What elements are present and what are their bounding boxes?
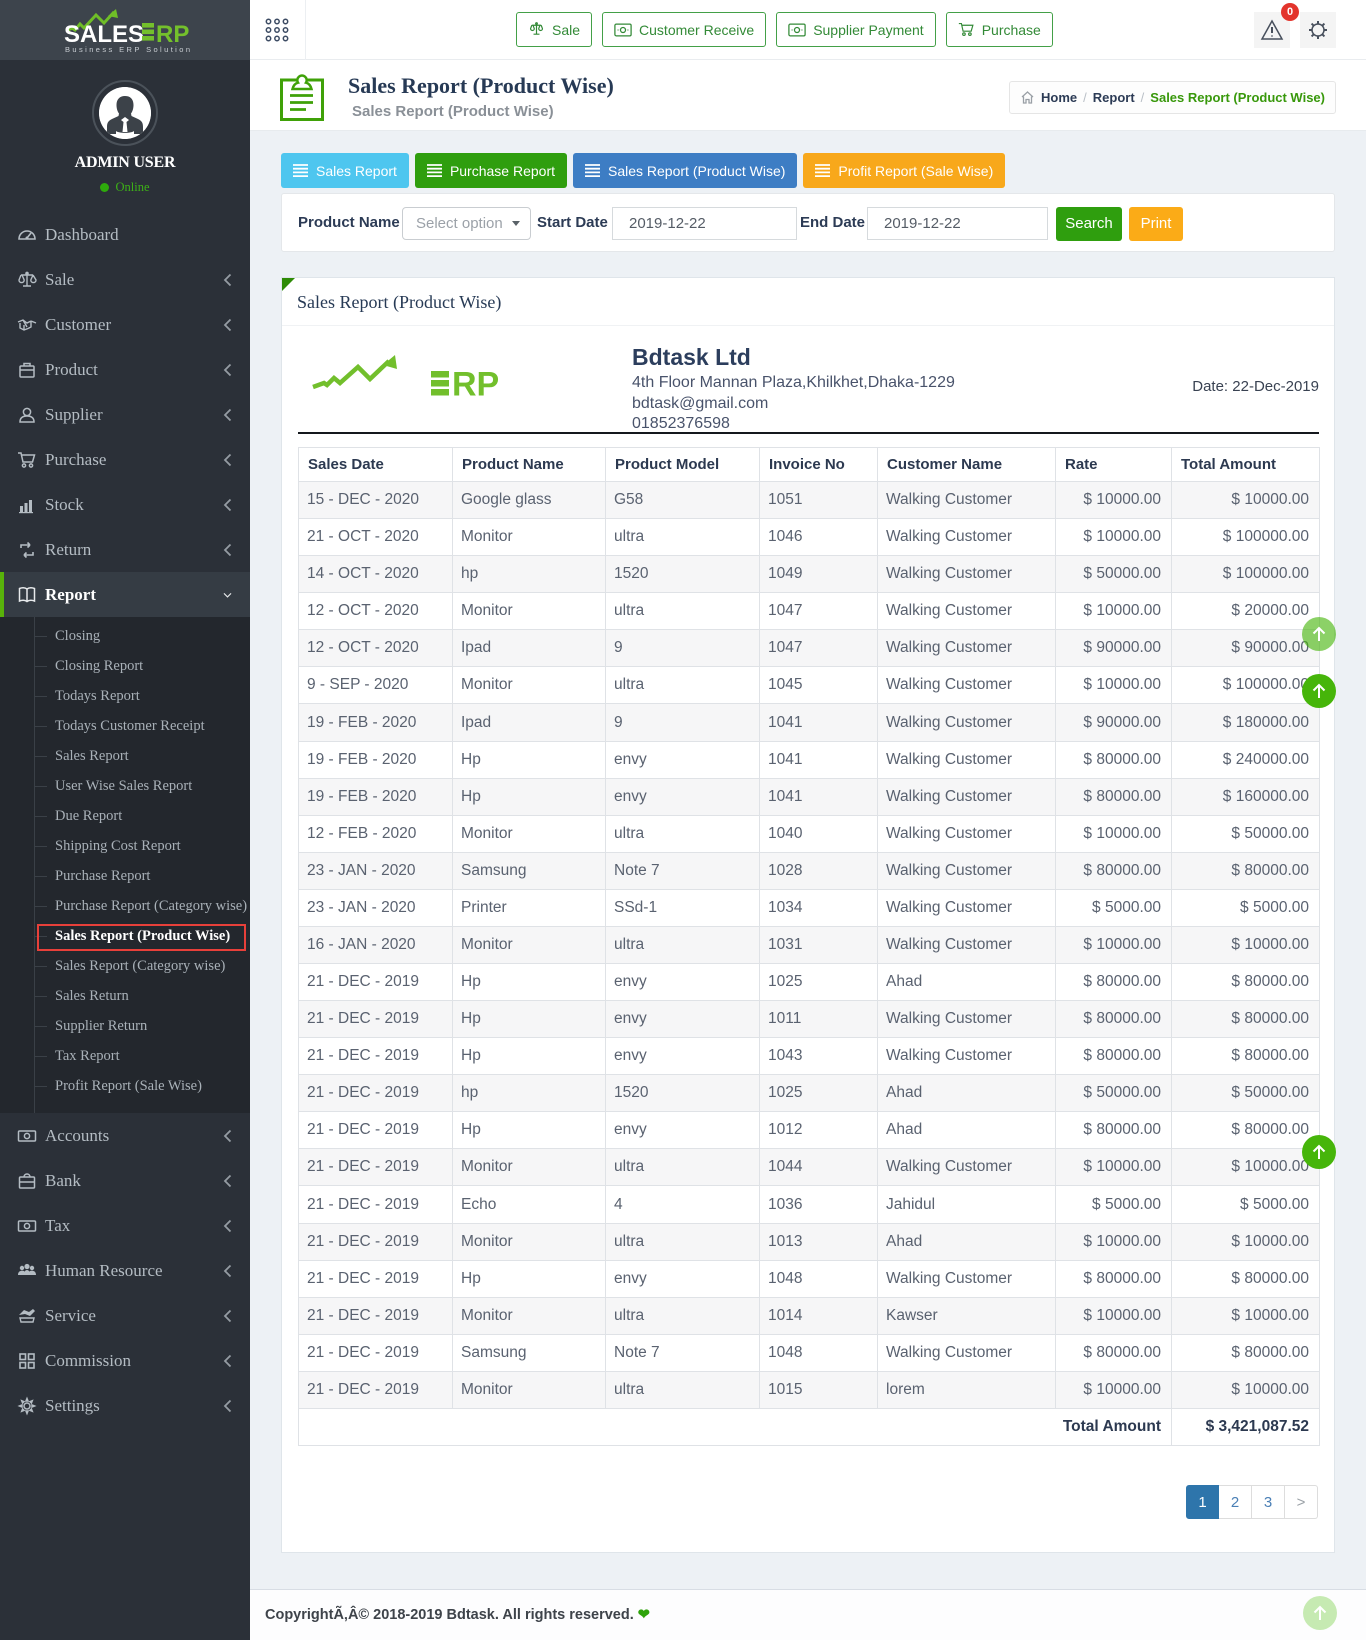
svg-text:SALES: SALES bbox=[64, 21, 144, 48]
svg-text:Business ERP Solution: Business ERP Solution bbox=[65, 45, 190, 54]
svg-text:RP: RP bbox=[156, 21, 189, 48]
svg-text:RP: RP bbox=[452, 366, 499, 404]
